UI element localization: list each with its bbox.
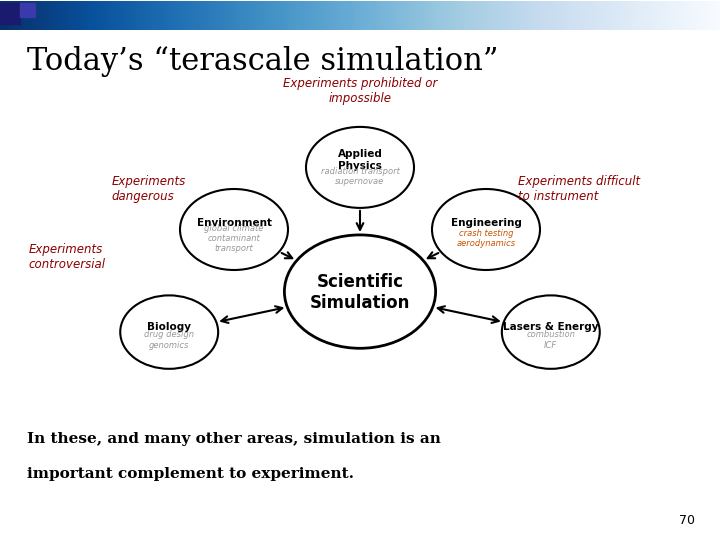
Text: Scientific: Scientific — [317, 273, 403, 291]
Text: Experiments
controversial: Experiments controversial — [29, 242, 106, 271]
Text: Today’s “terascale simulation”: Today’s “terascale simulation” — [27, 46, 499, 77]
Circle shape — [284, 235, 436, 348]
Text: Simulation: Simulation — [310, 294, 410, 313]
Text: Applied
Physics: Applied Physics — [338, 150, 382, 171]
Bar — [0, 3, 20, 24]
Text: Environment: Environment — [197, 218, 271, 228]
Text: drug design
genomics: drug design genomics — [144, 330, 194, 350]
Text: Biology: Biology — [147, 322, 192, 332]
Text: Engineering: Engineering — [451, 218, 521, 228]
Text: crash testing
aerodynamics: crash testing aerodynamics — [456, 229, 516, 248]
Circle shape — [432, 189, 540, 270]
Circle shape — [306, 127, 414, 208]
Text: important complement to experiment.: important complement to experiment. — [27, 467, 354, 481]
Text: Experiments difficult
to instrument: Experiments difficult to instrument — [518, 175, 641, 203]
Text: Lasers & Energy: Lasers & Energy — [503, 322, 598, 332]
Text: radiation transport
supernovae: radiation transport supernovae — [320, 167, 400, 186]
Text: Experiments
dangerous: Experiments dangerous — [112, 175, 186, 203]
Text: In these, and many other areas, simulation is an: In these, and many other areas, simulati… — [27, 432, 441, 446]
Circle shape — [120, 295, 218, 369]
Text: global climate
contaminant
transport: global climate contaminant transport — [204, 224, 264, 253]
Text: 70: 70 — [679, 514, 695, 526]
Text: Experiments prohibited or
impossible: Experiments prohibited or impossible — [283, 77, 437, 105]
Circle shape — [180, 189, 288, 270]
Text: combustion
ICF: combustion ICF — [526, 330, 575, 350]
Circle shape — [502, 295, 600, 369]
Bar — [20, 3, 35, 17]
